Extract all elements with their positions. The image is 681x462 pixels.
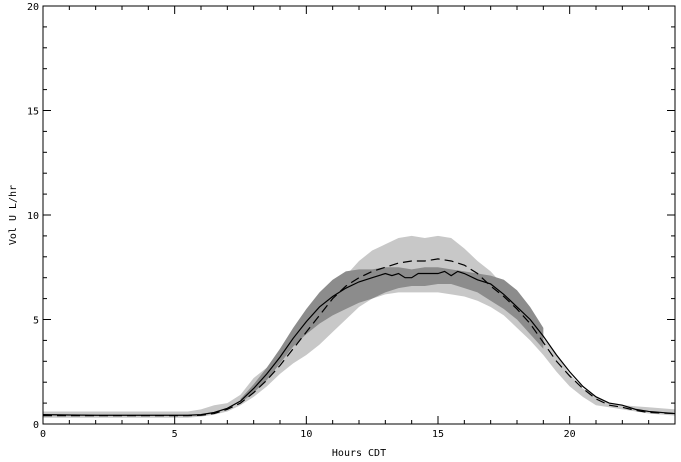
x-tick-label: 10 <box>300 429 312 440</box>
x-tick-label: 0 <box>40 429 46 440</box>
y-tick-label: 5 <box>33 316 39 327</box>
tick-labels: 0 5 10 15 20 0 5 10 15 20 <box>27 2 576 440</box>
series-line-solid <box>42 270 676 416</box>
plot-frame <box>42 5 676 425</box>
x-tick-label: 15 <box>432 429 444 440</box>
x-tick-label: 20 <box>564 429 576 440</box>
y-tick-label: 10 <box>27 211 39 222</box>
series-line-dashed <box>43 258 676 417</box>
band-dark <box>240 267 544 404</box>
y-tick-label: 15 <box>27 107 39 118</box>
y-axis-label: Vol U L/hr <box>8 185 19 245</box>
series-lines <box>42 258 676 417</box>
uncertainty-bands <box>43 235 675 418</box>
y-tick-label: 0 <box>33 420 39 431</box>
y-tick-label: 20 <box>27 2 39 13</box>
band-light <box>43 235 675 418</box>
x-tick-label: 5 <box>172 429 178 440</box>
x-axis-label: Hours CDT <box>332 448 386 459</box>
axis-ticks <box>42 5 676 425</box>
